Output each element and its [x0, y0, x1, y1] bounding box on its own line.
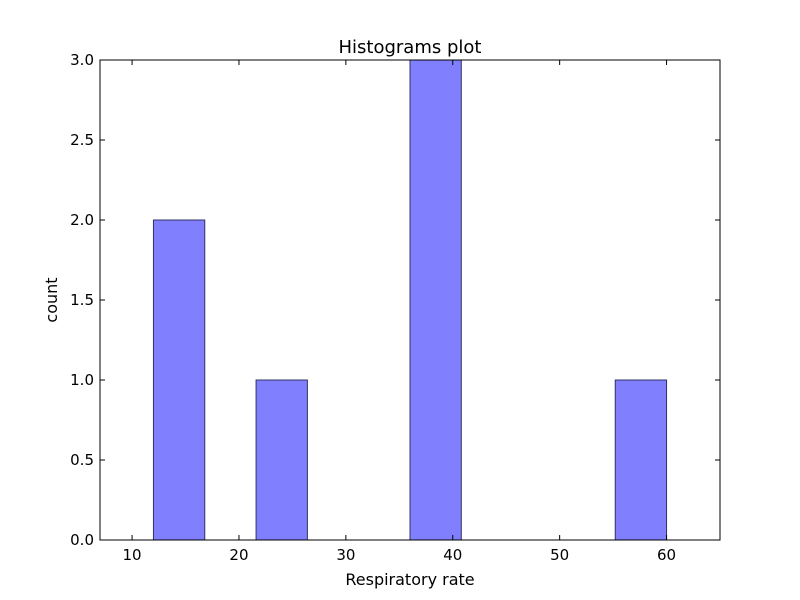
x-tick-label-4: 50	[550, 546, 569, 564]
histogram-bar-0	[152, 219, 206, 541]
y-tick-label-0: 0.0	[70, 531, 94, 549]
x-tick-label-3: 40	[443, 546, 462, 564]
y-tick-label-5: 2.5	[70, 131, 94, 149]
x-tick-label-0: 10	[123, 546, 142, 564]
histogram-bar-3	[614, 379, 668, 541]
y-axis-label: count	[42, 277, 61, 322]
y-tick-label-2: 1.0	[70, 371, 94, 389]
y-tick-label-3: 1.5	[70, 291, 94, 309]
chart-title: Histograms plot	[339, 37, 482, 58]
y-tick-label-1: 0.5	[70, 451, 94, 469]
histogram-bar-1	[255, 379, 308, 541]
y-tick-label-4: 2.0	[70, 211, 94, 229]
bars-group	[152, 59, 668, 541]
y-tick-label-6: 3.0	[70, 51, 94, 69]
ticks-group: 10 20 30 40 50 60 0.0 0.5 1.0 1.5 2.0 2.5 3.0	[70, 51, 720, 564]
x-tick-label-1: 20	[229, 546, 248, 564]
x-tick-label-2: 30	[336, 546, 355, 564]
x-tick-label-5: 60	[657, 546, 676, 564]
x-axis-label: Respiratory rate	[345, 570, 474, 589]
plot-frame	[99, 59, 721, 541]
histogram-bar-2	[409, 59, 462, 541]
